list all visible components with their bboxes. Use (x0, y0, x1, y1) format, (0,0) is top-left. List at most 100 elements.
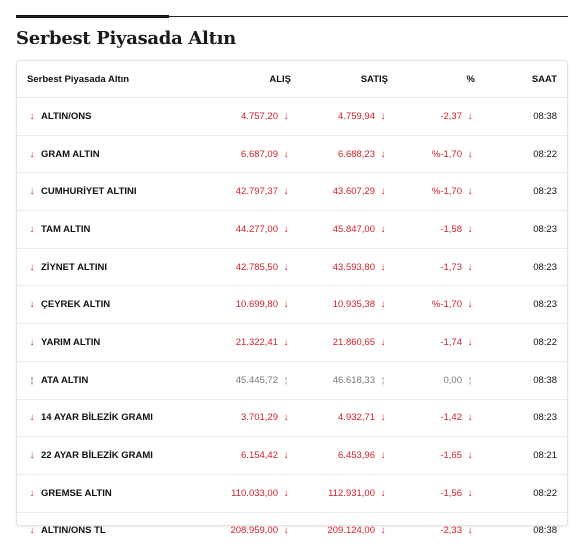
row-saat: 08:38 (483, 512, 567, 549)
column-header-name[interactable]: Serbest Piyasada Altın (17, 61, 198, 98)
row-saat: 08:22 (483, 474, 567, 513)
row-name: ↓ ÇEYREK ALTIN (17, 285, 198, 325)
arrow-down-icon: ↓ (380, 336, 386, 348)
row-alis: 3.701,29 ↓ (198, 399, 299, 438)
row-name: ↓ ZİYNET ALTINI (17, 248, 198, 287)
row-alis: 208.959,00 ↓ (198, 512, 299, 549)
row-saat-value: 08:23 (533, 261, 557, 273)
row-alis-value: 45.445,72 (235, 374, 278, 386)
row-alis: 10.699,80 ↓ (198, 285, 299, 325)
arrow-down-icon: ↓ (380, 148, 386, 160)
table-row[interactable]: ↓ CUMHURİYET ALTINI 42.797,37 ↓ 43.607,29 ↓ %-… (17, 172, 567, 212)
row-satis: 45.847,00 ↓ (299, 210, 396, 249)
row-saat: 08:22 (483, 323, 567, 362)
row-alis-value: 10.699,80 (235, 299, 278, 311)
row-name-label: ÇEYREK ALTIN (41, 299, 111, 311)
row-alis: 45.445,72 ¦ (198, 361, 299, 400)
row-satis-value: 46.618,33 (332, 374, 375, 386)
row-percent: %-1,70 ↓ (396, 135, 483, 174)
row-percent: -1,73 ↓ (396, 248, 483, 287)
row-saat: 08:38 (483, 361, 567, 400)
row-percent: %-1,70 ↓ (396, 285, 483, 325)
table-row[interactable]: ↓ 22 AYAR BİLEZİK GRAMI 6.154,42 ↓ 6.453,96 ↓… (17, 436, 567, 475)
row-percent-value: -1,42 (440, 412, 462, 424)
row-satis-value: 21.860,65 (332, 336, 375, 348)
arrow-down-icon: ↓ (283, 186, 289, 198)
arrow-down-icon: ↓ (467, 223, 473, 235)
row-saat: 08:23 (483, 285, 567, 325)
row-alis-value: 42.785,50 (235, 261, 278, 273)
row-percent-value: -1,74 (440, 336, 462, 348)
row-name: ↓ 14 AYAR BİLEZİK GRAMI (17, 399, 198, 438)
arrow-down-icon: ↓ (29, 450, 35, 462)
row-name-label: ATA ALTIN (41, 374, 89, 386)
row-alis: 4.757,20 ↓ (198, 97, 299, 136)
row-alis: 6.154,42 ↓ (198, 436, 299, 475)
arrow-down-icon: ↓ (467, 299, 473, 311)
table-row[interactable]: ¦ ATA ALTIN 45.445,72 ¦ 46.618,33 ¦ 0,00 ¦ 08:38 (17, 361, 567, 400)
row-name: ¦ ATA ALTIN (17, 361, 198, 400)
arrow-down-icon: ↓ (467, 487, 473, 499)
arrow-down-icon: ↓ (380, 186, 386, 198)
row-percent: -1,74 ↓ (396, 323, 483, 362)
row-saat: 08:38 (483, 97, 567, 136)
arrow-down-icon: ↓ (380, 412, 386, 424)
row-name: ↓ 22 AYAR BİLEZİK GRAMI (17, 436, 198, 475)
arrow-down-icon: ↓ (467, 186, 473, 198)
table-row[interactable]: ↓ 14 AYAR BİLEZİK GRAMI 3.701,29 ↓ 4.932,71 ↓… (17, 399, 567, 438)
table-row[interactable]: ↓ ALTIN/ONS TL 208.959,00 ↓ 209.124,00 ↓ -2,33… (17, 512, 567, 549)
row-alis: 44.277,00 ↓ (198, 210, 299, 249)
column-header-satis[interactable]: SATIŞ (299, 61, 396, 98)
row-name-label: GRAM ALTIN (41, 148, 100, 160)
row-satis-value: 6.453,96 (338, 450, 375, 462)
table-row[interactable]: ↓ ZİYNET ALTINI 42.785,50 ↓ 43.593,80 ↓ -1,73 ↓… (17, 248, 567, 287)
table-row[interactable]: ↓ GREMSE ALTIN 110.033,00 ↓ 112.931,00 ↓ -1,56… (17, 474, 567, 513)
row-percent-value: %-1,70 (431, 299, 462, 311)
row-name: ↓ GREMSE ALTIN (17, 474, 198, 513)
row-satis-value: 10.935,38 (332, 299, 375, 311)
row-alis-value: 6.687,09 (241, 148, 278, 160)
row-saat-value: 08:22 (533, 487, 557, 499)
flat-indicator-icon: ¦ (30, 375, 34, 385)
table-row[interactable]: ↓ TAM ALTIN 44.277,00 ↓ 45.847,00 ↓ -1,58 ↓ 08:2… (17, 210, 567, 249)
row-percent: -1,58 ↓ (396, 210, 483, 249)
row-satis: 6.453,96 ↓ (299, 436, 396, 475)
arrow-down-icon: ↓ (380, 525, 386, 537)
arrow-down-icon: ↓ (283, 412, 289, 424)
row-saat-value: 08:38 (533, 374, 557, 386)
row-satis: 4.759,94 ↓ (299, 97, 396, 136)
arrow-down-icon: ↓ (283, 336, 289, 348)
flat-indicator-icon: ¦ (381, 375, 385, 385)
row-percent: %-1,70 ↓ (396, 172, 483, 212)
row-satis: 21.860,65 ↓ (299, 323, 396, 362)
table-row[interactable]: ↓ ÇEYREK ALTIN 10.699,80 ↓ 10.935,38 ↓ %-1,70 ↓… (17, 285, 567, 325)
column-header-saat[interactable]: SAAT (483, 61, 567, 98)
row-percent-value: -2,37 (440, 110, 462, 122)
row-percent: -1,42 ↓ (396, 399, 483, 438)
column-header-alis[interactable]: ALIŞ (198, 61, 299, 98)
row-satis-value: 43.607,29 (332, 186, 375, 198)
row-satis-value: 43.593,80 (332, 261, 375, 273)
row-alis: 110.033,00 ↓ (198, 474, 299, 513)
arrow-down-icon: ↓ (29, 186, 35, 198)
row-alis-value: 3.701,29 (241, 412, 278, 424)
arrow-down-icon: ↓ (380, 261, 386, 273)
row-satis: 43.593,80 ↓ (299, 248, 396, 287)
table-row[interactable]: ↓ GRAM ALTIN 6.687,09 ↓ 6.688,23 ↓ %-1,70 ↓ 08:2… (17, 135, 567, 174)
gold-price-table: Serbest Piyasada Altın ALIŞ SATIŞ % SAAT… (17, 61, 567, 549)
row-satis: 46.618,33 ¦ (299, 361, 396, 400)
arrow-down-icon: ↓ (380, 299, 386, 311)
table-row[interactable]: ↓ YARIM ALTIN 21.322,41 ↓ 21.860,65 ↓ -1,74 ↓ 08… (17, 323, 567, 362)
row-satis-value: 6.688,23 (338, 148, 375, 160)
row-saat-value: 08:38 (533, 525, 557, 537)
row-saat-value: 08:23 (533, 186, 557, 198)
row-satis-value: 112.931,00 (328, 487, 375, 499)
arrow-down-icon: ↓ (283, 299, 289, 311)
column-header-percent[interactable]: % (396, 61, 483, 98)
row-percent-value: %-1,70 (431, 148, 462, 160)
arrow-down-icon: ↓ (380, 450, 386, 462)
row-alis-value: 42.797,37 (235, 186, 278, 198)
arrow-down-icon: ↓ (29, 148, 35, 160)
row-saat: 08:23 (483, 399, 567, 438)
table-row[interactable]: ↓ ALTIN/ONS 4.757,20 ↓ 4.759,94 ↓ -2,37 ↓ 08:38 (17, 97, 567, 136)
